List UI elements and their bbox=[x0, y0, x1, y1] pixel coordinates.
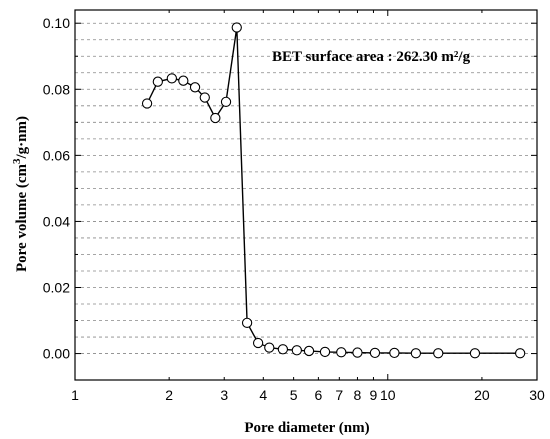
data-point bbox=[178, 75, 189, 86]
data-point bbox=[231, 22, 242, 33]
data-point bbox=[369, 347, 381, 359]
series-markers bbox=[141, 22, 526, 359]
data-point bbox=[210, 112, 221, 124]
data-point bbox=[352, 347, 363, 358]
data-point bbox=[241, 317, 253, 328]
x-tick-label: 7 bbox=[335, 387, 343, 403]
x-tick-label: 5 bbox=[290, 387, 298, 403]
data-point bbox=[199, 92, 210, 103]
data-point bbox=[514, 348, 526, 359]
y-tick-label: 0.04 bbox=[43, 213, 70, 229]
x-axis-title: Pore diameter (nm) bbox=[244, 420, 369, 436]
data-point bbox=[291, 345, 302, 356]
data-point bbox=[410, 348, 422, 359]
y-axis-title-suffix: /g·nm) bbox=[14, 116, 30, 160]
data-point bbox=[433, 348, 444, 359]
x-tick-label: 4 bbox=[259, 387, 267, 403]
axis-ticks: 0.00 0.02 0.04 0.06 0.08 0.10 1 2 3 4 5 6 7 8 9 10 20 30 bbox=[43, 10, 545, 403]
plot-frame bbox=[74, 9, 538, 381]
data-point bbox=[336, 347, 347, 358]
data-point bbox=[303, 345, 315, 357]
data-point bbox=[220, 96, 232, 107]
y-tick-label: 0.00 bbox=[43, 346, 70, 362]
data-point bbox=[389, 347, 400, 359]
y-tick-label: 0.02 bbox=[43, 280, 70, 296]
x-tick-label: 8 bbox=[354, 387, 362, 403]
y-tick-label: 0.10 bbox=[43, 15, 70, 31]
y-tick-label: 0.08 bbox=[43, 81, 70, 97]
data-point bbox=[189, 82, 201, 93]
y-axis-title-prefix: Pore volume (cm bbox=[14, 164, 30, 273]
gridlines bbox=[75, 22, 537, 354]
x-tick-label: 1 bbox=[71, 387, 79, 403]
data-point bbox=[252, 337, 264, 349]
y-tick-label: 0.06 bbox=[43, 147, 70, 163]
data-point bbox=[277, 344, 289, 355]
x-tick-label: 6 bbox=[314, 387, 322, 403]
data-point bbox=[152, 76, 163, 87]
data-point bbox=[166, 73, 177, 84]
bet-annotation: BET surface area : 262.30 m²/g bbox=[272, 49, 471, 65]
x-tick-label: 30 bbox=[529, 387, 545, 403]
y-axis-title-superscript: 3 bbox=[11, 158, 23, 164]
data-point bbox=[264, 342, 275, 353]
x-tick-label: 9 bbox=[370, 387, 378, 403]
x-tick-label: 2 bbox=[165, 387, 173, 403]
data-point bbox=[469, 348, 481, 359]
data-point bbox=[141, 98, 153, 109]
x-tick-label: 3 bbox=[220, 387, 228, 403]
data-point bbox=[319, 346, 331, 358]
x-tick-label: 10 bbox=[380, 387, 396, 403]
x-tick-label: 20 bbox=[474, 387, 490, 403]
y-axis-title: Pore volume (cm3/g·nm) bbox=[11, 116, 30, 272]
